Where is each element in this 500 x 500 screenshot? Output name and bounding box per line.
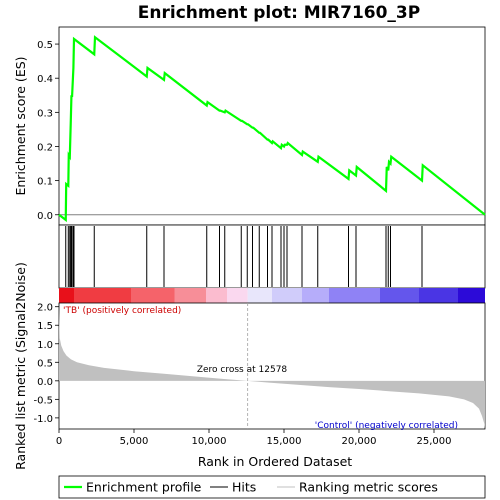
legend: Enrichment profile Hits Ranking metric sco… — [58, 475, 486, 499]
x-tick-label: 15,000 — [267, 436, 302, 447]
color-bar-segment — [458, 288, 485, 303]
ranked-y-tick-label: 2.0 — [37, 303, 53, 314]
x-tick-label: 20,000 — [342, 436, 377, 447]
color-bar-segment — [380, 288, 419, 303]
legend-frame — [58, 475, 486, 499]
es-y-tick-label: 0.3 — [37, 108, 53, 119]
ranked-y-tick-label: 0.0 — [37, 377, 53, 388]
ranked-y-tick-label: 0.5 — [37, 358, 53, 369]
color-bar-segment — [131, 288, 175, 303]
ranked-y-tick-label: -1.0 — [33, 414, 53, 425]
es-y-tick-label: 0.2 — [37, 142, 53, 153]
color-bar-segment — [206, 288, 227, 303]
rank-color-bar — [59, 288, 485, 303]
es-y-tick-label: 0.4 — [37, 74, 53, 85]
es-y-tick-label: 0.5 — [37, 40, 53, 51]
ranked-panel-frame — [58, 302, 486, 430]
es-y-ticks: 0.0 0.1 0.2 0.3 0.4 0.5 — [37, 40, 59, 222]
color-bar-segment — [227, 288, 248, 303]
x-axis-label: Rank in Ordered Dataset — [198, 454, 352, 469]
x-tick-label: 0 — [56, 436, 62, 447]
chart-title: Enrichment plot: MIR7160_3P — [138, 3, 420, 23]
ranked-y-ticks: -1.0 -0.5 0.0 0.5 1.0 1.5 2.0 — [33, 303, 59, 425]
hits-panel — [58, 224, 486, 289]
positive-correlation-label: 'TB' (positively correlated) — [63, 306, 181, 316]
es-panel: 0.0 0.1 0.2 0.3 0.4 0.5 Enrichment score (ES) — [13, 26, 486, 226]
color-bar-segment — [302, 288, 329, 303]
hit-lines — [65, 226, 423, 287]
x-axis-ticks: 0 5,000 10,000 15,000 20,000 25,000 — [56, 429, 452, 447]
enrichment-profile-line — [58, 35, 486, 223]
ranked-metric-panel: -1.0 -0.5 0.0 0.5 1.0 1.5 2.0 'TB' (positively… — [13, 262, 486, 470]
color-bar-segment — [247, 288, 272, 303]
es-y-axis-label: Enrichment score (ES) — [13, 56, 28, 195]
x-tick-label: 5,000 — [120, 436, 149, 447]
ranked-y-tick-label: -0.5 — [33, 395, 53, 406]
ranked-y-axis-label: Ranked list metric (Signal2Noise) — [13, 262, 28, 470]
negative-correlation-label: 'Control' (negatively correlated) — [315, 421, 458, 431]
legend-items: Enrichment profile Hits Ranking metric sco… — [64, 480, 438, 495]
zero-cross-label: Zero cross at 12578 — [197, 365, 288, 375]
legend-label: Ranking metric scores — [299, 480, 438, 495]
legend-label: Enrichment profile — [86, 480, 202, 495]
color-bar-segment — [59, 288, 74, 303]
x-tick-label: 25,000 — [417, 436, 452, 447]
color-bar-segment — [174, 288, 206, 303]
color-bar-segment — [272, 288, 302, 303]
x-tick-label: 10,000 — [192, 436, 227, 447]
ranked-y-tick-label: 1.5 — [37, 321, 53, 332]
es-y-tick-label: 0.1 — [37, 177, 53, 188]
ranked-y-tick-label: 1.0 — [37, 340, 53, 351]
legend-label: Hits — [232, 480, 256, 495]
color-bar-segment — [419, 288, 458, 303]
color-bar-segment — [329, 288, 380, 303]
color-bar-segment — [74, 288, 131, 303]
es-y-tick-label: 0.0 — [37, 211, 53, 222]
es-panel-frame — [58, 26, 486, 226]
